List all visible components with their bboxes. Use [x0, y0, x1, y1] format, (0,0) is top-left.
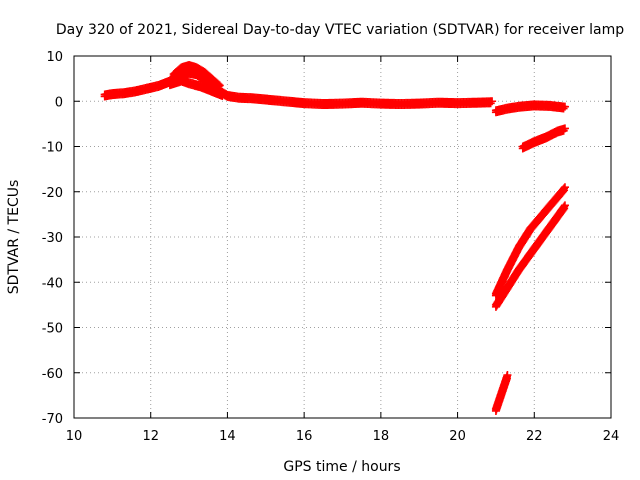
- x-tick-label: 18: [373, 429, 390, 444]
- data-point: [503, 371, 512, 380]
- x-tick-label: 14: [219, 429, 236, 444]
- x-axis-label: GPS time / hours: [283, 459, 400, 475]
- series-peak-lower: [165, 75, 228, 100]
- y-tick-label: 0: [55, 95, 63, 110]
- x-tick-label: 16: [296, 429, 313, 444]
- data-point: [559, 104, 568, 113]
- y-tick-label: -60: [42, 367, 63, 382]
- data-point: [215, 81, 224, 90]
- y-axis-label: SDTVAR / TECUs: [6, 180, 22, 295]
- x-tick-label: 20: [449, 429, 466, 444]
- y-tick-label: 10: [46, 50, 63, 65]
- data-series: [100, 61, 569, 415]
- x-tick-label: 24: [603, 429, 620, 444]
- data-point: [218, 91, 227, 100]
- series-main-trend: [100, 67, 497, 110]
- data-point: [560, 183, 569, 192]
- y-tick-label: -70: [42, 412, 63, 427]
- series-late-minus-ten: [518, 124, 569, 153]
- y-tick-label: -10: [42, 141, 63, 156]
- series-ramp-lower: [491, 201, 569, 311]
- series-steep-segment: [491, 371, 512, 415]
- chart-title: Day 320 of 2021, Sidereal Day-to-day VTE…: [56, 22, 624, 38]
- x-tick-label: 12: [142, 429, 159, 444]
- data-point: [560, 102, 569, 111]
- data-point: [488, 97, 497, 106]
- y-tick-label: -30: [42, 231, 63, 246]
- y-tick-label: -50: [42, 322, 63, 337]
- series-ramp-upper: [491, 183, 569, 300]
- data-point: [560, 124, 569, 133]
- y-tick-label: -20: [42, 186, 63, 201]
- x-tick-label: 10: [66, 429, 83, 444]
- data-point: [219, 90, 228, 99]
- x-tick-label: 22: [526, 429, 543, 444]
- series-late-near-zero: [491, 100, 569, 117]
- axis-ticks: 10 12 14 16 18 20 22 24 10 0 -10 -20 -30 -40 -50 -60 -70: [42, 50, 620, 444]
- series-peak-upper: [169, 61, 224, 91]
- y-tick-label: -40: [42, 276, 63, 291]
- data-point: [560, 201, 569, 210]
